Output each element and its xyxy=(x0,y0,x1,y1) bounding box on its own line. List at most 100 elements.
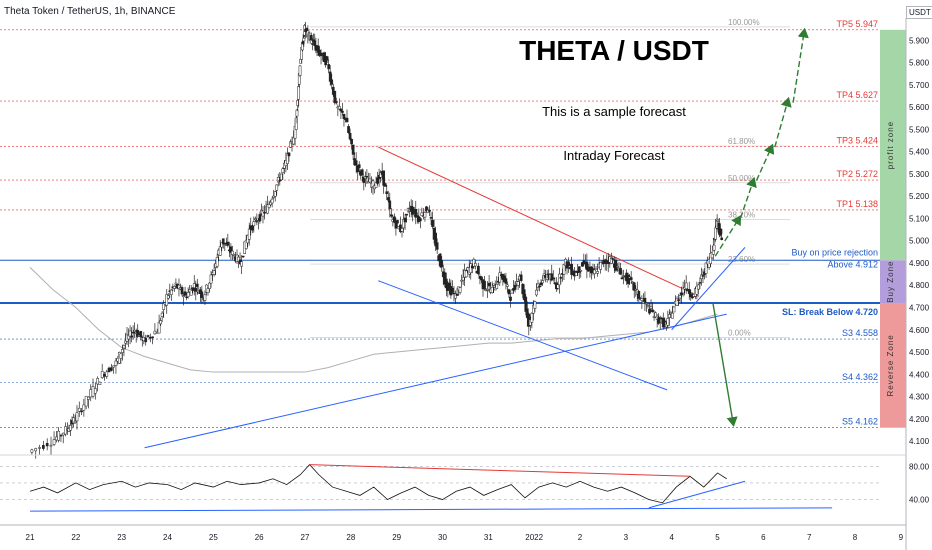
candle-body xyxy=(240,261,243,267)
y-tick-16: 4.300 xyxy=(909,393,930,402)
candle-body xyxy=(472,258,476,267)
forecast-arrow-up-3 xyxy=(774,96,792,148)
candle-body xyxy=(250,225,254,231)
candle-body xyxy=(551,277,555,280)
candle-body xyxy=(119,353,123,359)
candle-body xyxy=(173,286,176,289)
x-tick-10: 31 xyxy=(484,533,493,542)
candle-body xyxy=(658,322,662,324)
candle-body xyxy=(307,32,311,34)
candle-body xyxy=(461,276,465,281)
x-tick-0: 21 xyxy=(26,533,35,542)
candle-body xyxy=(374,182,378,188)
candle-body xyxy=(212,270,216,275)
candle-body xyxy=(297,86,300,100)
x-tick-7: 28 xyxy=(346,533,355,542)
candle-body xyxy=(506,284,509,287)
candle-body xyxy=(443,272,447,285)
candle-body xyxy=(532,304,535,314)
candle-body xyxy=(574,272,578,277)
candle-body xyxy=(371,180,375,187)
candle-body xyxy=(169,289,173,295)
candle-body xyxy=(567,261,570,267)
candle-body xyxy=(253,218,257,221)
candle-body xyxy=(91,386,95,397)
candle-body xyxy=(690,296,694,299)
candle-body xyxy=(294,117,298,130)
candle-body xyxy=(640,298,644,301)
y-tick-8: 5.100 xyxy=(909,214,930,223)
y-tick-3: 5.600 xyxy=(909,103,930,112)
x-tick-15: 5 xyxy=(715,533,720,542)
candle-body xyxy=(550,273,554,281)
candle-body xyxy=(221,238,225,245)
candle-body xyxy=(189,288,193,296)
candle-body xyxy=(680,292,683,296)
candle-body xyxy=(328,71,332,82)
candle-body xyxy=(709,252,712,264)
candle-body xyxy=(477,265,480,275)
candle-body xyxy=(72,417,75,424)
candle-body xyxy=(98,381,102,385)
candle-body xyxy=(266,204,269,214)
candle-body xyxy=(663,320,667,323)
y-tick-6: 5.300 xyxy=(909,170,930,179)
candle-body xyxy=(357,164,361,168)
candle-body xyxy=(594,268,598,271)
candle-body xyxy=(34,448,38,452)
candle-body xyxy=(61,432,65,436)
x-tick-13: 3 xyxy=(624,533,629,542)
trendline-blue-up xyxy=(671,247,746,331)
candle-body xyxy=(100,371,104,378)
candle-body xyxy=(267,203,271,208)
rsi-tick-0: 80.00 xyxy=(909,462,930,471)
rsi-trend-blue xyxy=(29,507,833,512)
candle-body xyxy=(82,404,86,411)
x-tick-3: 24 xyxy=(163,533,172,542)
y-tick-7: 5.200 xyxy=(909,192,930,201)
candle-body xyxy=(559,277,563,279)
unit-label[interactable]: USDT xyxy=(906,6,932,19)
candle-body xyxy=(448,282,451,289)
candle-body xyxy=(385,191,389,194)
candle-body xyxy=(45,443,49,447)
candle-body xyxy=(287,152,291,157)
level-label-4: TP1 5.138 xyxy=(836,199,878,209)
candle-body xyxy=(666,318,670,326)
candle-body xyxy=(319,53,323,57)
forecast-arrow-down xyxy=(712,302,738,427)
candle-body xyxy=(376,177,379,184)
candle-body xyxy=(687,289,691,294)
candle-body xyxy=(678,295,682,299)
candle-body xyxy=(96,378,99,385)
candle-body xyxy=(59,434,63,437)
candle-body xyxy=(720,237,724,241)
candle-body xyxy=(127,335,130,340)
candle-body xyxy=(530,313,534,323)
candle-body xyxy=(80,410,83,413)
candle-body xyxy=(308,39,312,42)
candle-body xyxy=(215,257,219,267)
candle-body xyxy=(203,294,207,301)
trendline-blue-long xyxy=(144,313,727,449)
candle-body xyxy=(451,287,454,293)
candle-body xyxy=(425,206,428,212)
candle-body xyxy=(151,336,154,339)
x-tick-4: 25 xyxy=(209,533,218,542)
x-tick-6: 27 xyxy=(301,533,310,542)
candle-body xyxy=(492,283,496,286)
candle-body xyxy=(698,282,702,284)
candle-body xyxy=(428,209,431,212)
candle-body xyxy=(389,214,393,217)
candle-body xyxy=(350,138,353,145)
candle-body xyxy=(356,165,360,173)
y-tick-1: 5.800 xyxy=(909,59,930,68)
candle-body xyxy=(146,335,150,337)
zone-1 xyxy=(880,260,906,304)
candle-body xyxy=(593,269,596,275)
candle-body xyxy=(128,330,132,338)
candle-body xyxy=(498,272,502,283)
candle-body xyxy=(281,168,285,173)
candle-body xyxy=(539,282,543,286)
candle-body xyxy=(440,260,444,268)
